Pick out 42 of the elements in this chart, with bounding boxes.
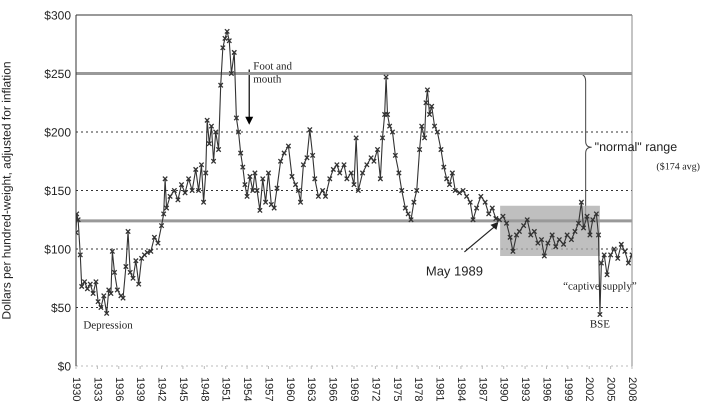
x-tick-label: 1981 [434,377,446,402]
y-tick-label: $100 [44,242,72,256]
x-tick-label: 1984 [454,377,467,402]
x-tick-label: 1993 [519,377,532,402]
y-tick-label: $0 [58,359,72,374]
x-tick-label: 1978 [412,377,424,402]
x-tick-label: 1942 [156,377,168,402]
x-tick-label: 1957 [262,377,274,402]
y-tick-label: $50 [50,300,72,315]
x-tick-label: 1948 [198,377,210,402]
x-tick-label: 1966 [326,377,339,402]
x-tick-label: 2005 [604,377,617,402]
x-tick-label: 1990 [498,377,510,402]
x-tick-label: 2002 [583,377,596,402]
annotation: BSE [590,318,610,331]
x-tick-label: 1933 [91,377,104,402]
y-axis-title: Dollars per hundred-weight, adjusted for inflation [0,61,14,320]
x-tick-label: 1969 [348,377,360,402]
x-tick-label: 2008 [626,377,638,402]
x-tick-label: 1945 [176,377,189,402]
y-tick-label: $200 [44,125,72,140]
x-tick-label: 1972 [369,377,382,402]
x-tick-label: 1954 [241,377,254,402]
x-tick-label: 1963 [305,377,318,402]
x-tick-label: 1999 [562,377,574,402]
x-tick-label: 1951 [220,377,232,402]
x-tick-label: 1987 [476,377,488,402]
annotation: Foot and mouth [253,60,293,86]
annotation: May 1989 [426,264,483,279]
annotation: Depression [83,320,134,332]
x-tick-label: 1936 [112,377,125,402]
x-tick-label: 1939 [134,377,146,402]
y-tick-label: $250 [44,66,72,81]
y-tick-label: $150 [44,184,72,198]
text: ($174 avg) [656,162,700,173]
x-tick-label: 1975 [390,377,403,402]
annotation: “captive supply” [563,280,637,292]
annotation: "normal" range [594,140,678,154]
x-tick-label: 1930 [70,377,82,402]
x-tick-label: 1960 [284,377,296,402]
y-tick-label: $300 [44,8,72,22]
x-tick-label: 1996 [540,377,552,402]
